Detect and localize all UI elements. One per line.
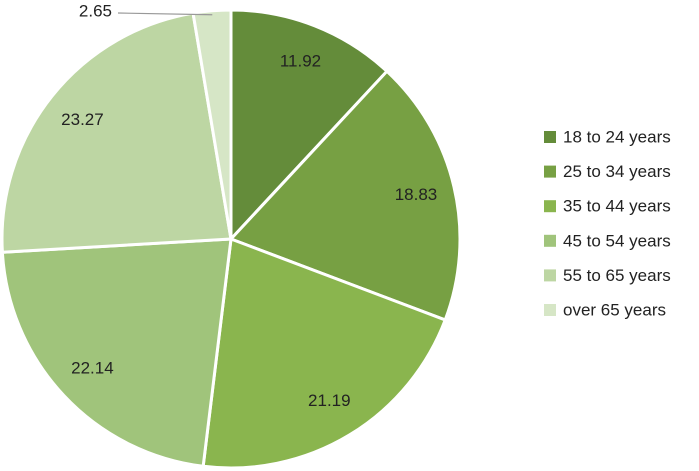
legend-label: 25 to 34 years <box>563 162 671 181</box>
data-label: 18.83 <box>395 185 438 204</box>
data-label: 22.14 <box>71 358 114 377</box>
pie-slice <box>191 8 233 240</box>
leader-line <box>117 12 213 16</box>
legend-swatch <box>544 234 556 247</box>
legend-label: 55 to 65 years <box>563 266 671 285</box>
legend-label: 18 to 24 years <box>563 127 671 146</box>
legend-label: 45 to 54 years <box>563 231 671 250</box>
legend-swatch <box>544 269 556 282</box>
data-label: 23.27 <box>61 110 104 129</box>
legend-label: over 65 years <box>563 300 666 319</box>
legend-label: 35 to 44 years <box>563 197 671 216</box>
legend-swatch <box>544 200 556 213</box>
data-label: 21.19 <box>308 391 351 410</box>
legend-swatch <box>544 165 556 178</box>
pie-slice <box>201 236 448 470</box>
pie-slice <box>228 69 462 322</box>
legend-swatch <box>544 304 556 316</box>
data-label: 11.92 <box>280 52 321 71</box>
pie-slice <box>0 11 233 254</box>
data-label: 2.65 <box>79 1 112 20</box>
pie-slice <box>0 237 233 468</box>
legend-swatch <box>544 131 556 143</box>
pie-slice <box>229 8 390 243</box>
